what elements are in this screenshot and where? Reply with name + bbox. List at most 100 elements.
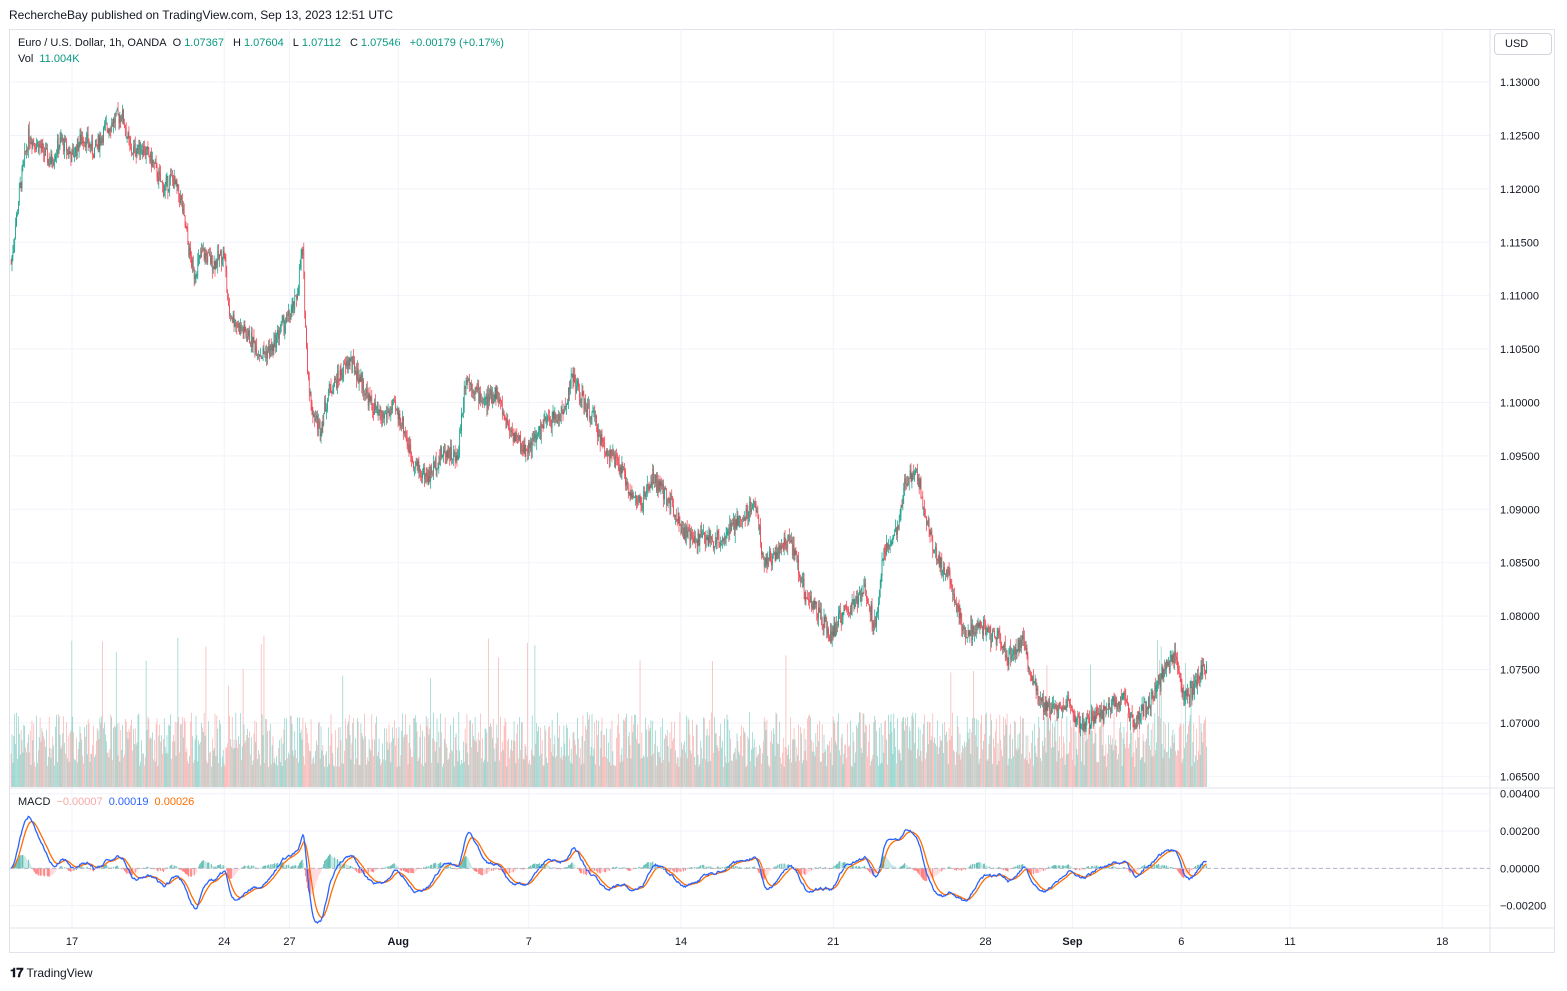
volume-bar <box>1131 756 1133 787</box>
volume-bar <box>1088 727 1089 787</box>
macd-hist-bar <box>613 867 615 869</box>
macd-hist-bar <box>800 868 801 875</box>
candle-body <box>791 539 792 543</box>
candle-body <box>73 149 74 157</box>
volume-bar <box>336 766 337 787</box>
macd-hist-bar <box>753 866 755 869</box>
volume-bar <box>1175 750 1176 787</box>
candle-body <box>448 448 450 459</box>
candle-body <box>169 177 171 189</box>
volume-bar <box>264 763 266 787</box>
macd-hist-bar <box>112 867 113 869</box>
macd-hist-bar <box>903 864 905 869</box>
volume-bar <box>650 720 652 787</box>
volume-bar <box>507 740 509 787</box>
currency-button[interactable]: USD <box>1494 33 1552 55</box>
candle-body <box>827 628 828 634</box>
volume-bar <box>76 737 77 787</box>
candle-body <box>537 434 538 437</box>
macd-hist-bar <box>43 868 45 876</box>
candle-body <box>235 323 237 326</box>
symbol-name[interactable]: Euro / U.S. Dollar, 1h, OANDA <box>18 37 167 49</box>
volume-bar <box>1137 714 1138 787</box>
candle-body <box>304 273 306 312</box>
macd-hist-bar <box>565 867 567 869</box>
volume-bar <box>663 759 664 787</box>
macd-hist-bar <box>124 868 125 871</box>
macd-hist-bar <box>877 868 878 871</box>
volume-bar <box>769 766 770 787</box>
candle-body <box>909 470 911 479</box>
volume-bar <box>125 721 127 787</box>
candle-body <box>1093 715 1095 724</box>
candle-body <box>712 539 713 542</box>
macd-hist-bar <box>229 868 230 878</box>
volume-bar <box>386 741 388 787</box>
macd-hist-bar <box>84 867 85 869</box>
candle-body <box>709 531 711 540</box>
macd-hist-bar <box>560 868 562 869</box>
candle-body <box>134 143 136 155</box>
candle-body <box>627 481 628 488</box>
macd-hist-bar <box>125 868 127 874</box>
volume-bar <box>845 744 847 787</box>
volume-bar <box>482 762 484 787</box>
candle-body <box>472 389 473 393</box>
candle-body <box>461 413 462 431</box>
volume-bar <box>94 756 95 787</box>
candle-body <box>289 318 291 320</box>
volume-bar <box>131 719 132 787</box>
macd-hist-bar <box>479 868 480 874</box>
volume-bar <box>781 763 782 787</box>
candle-body <box>455 455 457 462</box>
macd-hist-bar <box>185 868 187 875</box>
candle-body <box>766 557 768 566</box>
volume-bar <box>617 725 618 787</box>
candle-body <box>358 377 360 383</box>
candle-body <box>492 394 494 404</box>
candle-body <box>504 415 506 419</box>
candle-body <box>223 250 225 257</box>
volume-bar <box>637 724 638 787</box>
volume-bar <box>53 745 55 787</box>
volume-bar <box>543 765 545 787</box>
candle-body <box>815 601 817 605</box>
candle-body <box>296 296 297 299</box>
volume-bar <box>630 758 632 787</box>
volume-bar <box>586 729 587 787</box>
macd-hist-bar <box>147 866 149 869</box>
candle-body <box>371 396 373 405</box>
candle-body <box>680 525 682 533</box>
macd-hist-bar <box>508 868 509 874</box>
candle-body <box>52 163 54 165</box>
candle-body <box>768 557 770 560</box>
candle-body <box>845 606 847 607</box>
macd-hist-bar <box>674 868 675 873</box>
volume-bar <box>418 757 420 787</box>
candle-body <box>414 467 415 469</box>
candles <box>10 101 1207 737</box>
volume-bar <box>736 733 738 787</box>
volume-bar <box>209 752 210 787</box>
candle-body <box>1004 641 1005 650</box>
volume-bar <box>443 763 444 787</box>
volume-bar <box>106 753 108 787</box>
volume-bar <box>354 764 355 787</box>
volume-bar <box>637 743 639 787</box>
candle-body <box>617 456 618 461</box>
candle-body <box>421 475 422 478</box>
volume-bar <box>396 766 398 787</box>
candle-body <box>599 435 601 446</box>
candle-body <box>662 483 664 487</box>
candle-body <box>380 410 382 419</box>
volume-bar <box>462 763 463 787</box>
candle-body <box>215 259 217 270</box>
macd-hist-bar <box>692 867 693 869</box>
volume-bar <box>104 722 105 787</box>
candle-body <box>994 630 995 637</box>
macd-hist-bar <box>601 868 603 873</box>
candle-body <box>268 346 269 351</box>
candle-body <box>24 150 26 161</box>
candle-body <box>729 522 731 534</box>
